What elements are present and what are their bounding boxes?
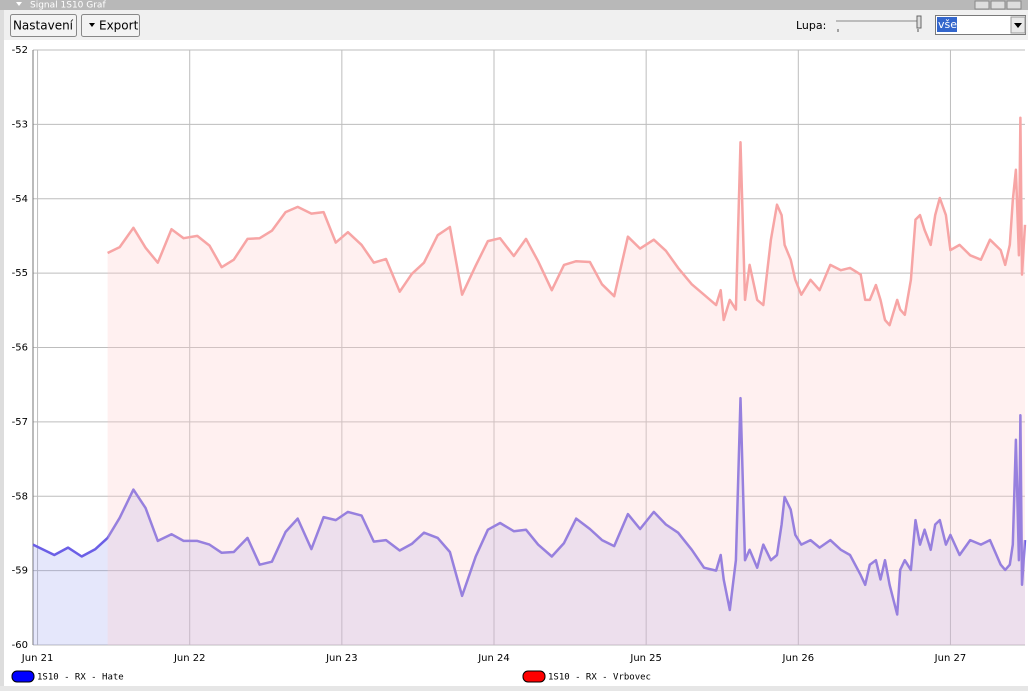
zoom-select-value: vše	[938, 18, 957, 31]
settings-button[interactable]	[10, 14, 77, 37]
status-strip	[0, 686, 1028, 691]
legend-label: 1S10 - RX - Vrbovec	[548, 673, 651, 683]
y-tick-label: -55	[12, 268, 28, 279]
x-tick-label: Jun 27	[934, 653, 967, 664]
export-button[interactable]	[81, 14, 140, 37]
x-tick-label: Jun 26	[782, 653, 815, 664]
legend-label: 1S10 - RX - Hate	[37, 673, 124, 683]
legend-swatch	[522, 670, 546, 683]
window-button[interactable]	[974, 0, 990, 10]
toolbar	[0, 10, 1028, 40]
legend-swatch	[11, 670, 35, 683]
zoom-slider-thumb[interactable]	[916, 15, 922, 29]
y-tick-label: -59	[12, 566, 28, 577]
settings-label: Nastavení	[13, 19, 74, 33]
x-tick-label: Jun 22	[173, 653, 206, 664]
chart: -60 -59 -58 -57 -56 -55 -54 -53 -52 Jun 21 Jun 22 J…	[11, 45, 1027, 683]
y-tick-label: -53	[12, 119, 28, 130]
dropdown-arrow	[89, 23, 95, 27]
x-tick-label: Jun 21	[21, 653, 54, 664]
x-tick-label: Jun 24	[477, 653, 510, 664]
area-fill	[33, 398, 1025, 645]
y-tick-label: -58	[12, 491, 28, 502]
y-tick-label: -60	[12, 640, 28, 651]
left-edge	[0, 10, 4, 691]
export-label: Export	[99, 19, 139, 33]
y-tick-label: -56	[12, 343, 28, 354]
window-title: Signal 1S10 Graf	[30, 1, 106, 11]
selection-highlight	[937, 17, 957, 32]
y-tick-label: -57	[12, 417, 28, 428]
x-tick-label: Jun 23	[325, 653, 358, 664]
title-bar	[0, 0, 1028, 10]
y-tick-label: -54	[12, 194, 28, 205]
area-fill	[107, 117, 1026, 645]
y-tick-label: -52	[12, 45, 28, 56]
window-button[interactable]	[1006, 0, 1022, 10]
series-line	[32, 396, 1027, 616]
collapse-icon[interactable]	[16, 2, 22, 6]
zoom-label: Lupa:	[796, 19, 826, 32]
window-button[interactable]	[990, 0, 1006, 10]
series-line	[107, 116, 1027, 327]
x-tick-label: Jun 25	[629, 653, 662, 664]
select-arrow	[1014, 23, 1022, 28]
